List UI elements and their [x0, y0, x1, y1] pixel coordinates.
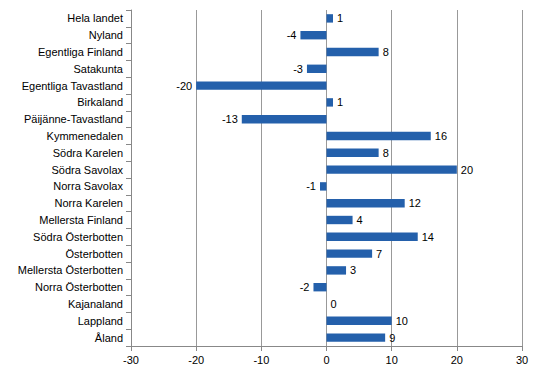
svg-text:Mellersta Österbotten: Mellersta Österbotten — [18, 264, 123, 276]
svg-text:8: 8 — [383, 147, 389, 159]
svg-text:-3: -3 — [293, 63, 303, 75]
svg-text:14: 14 — [422, 231, 434, 243]
svg-text:Kymmenedalen: Kymmenedalen — [47, 130, 123, 142]
svg-text:Kajanaland: Kajanaland — [68, 298, 123, 310]
svg-text:-30: -30 — [123, 354, 139, 366]
svg-text:3: 3 — [350, 264, 356, 276]
svg-text:16: 16 — [435, 130, 447, 142]
svg-text:20: 20 — [461, 164, 473, 176]
svg-text:4: 4 — [357, 214, 363, 226]
svg-text:-20: -20 — [188, 354, 204, 366]
svg-text:-2: -2 — [300, 281, 310, 293]
svg-text:0: 0 — [323, 354, 329, 366]
svg-text:-1: -1 — [306, 180, 316, 192]
svg-text:-20: -20 — [176, 80, 192, 92]
svg-text:10: 10 — [396, 315, 408, 327]
svg-text:Egentliga Tavastland: Egentliga Tavastland — [22, 80, 123, 92]
svg-text:Hela landet: Hela landet — [67, 12, 123, 24]
svg-text:20: 20 — [451, 354, 463, 366]
svg-text:Södra Karelen: Södra Karelen — [53, 147, 123, 159]
svg-text:Nyland: Nyland — [89, 29, 123, 41]
svg-text:Egentliga Finland: Egentliga Finland — [38, 46, 123, 58]
svg-text:Satakunta: Satakunta — [73, 63, 123, 75]
svg-text:30: 30 — [516, 354, 528, 366]
svg-text:-10: -10 — [253, 354, 269, 366]
svg-text:Österbotten: Österbotten — [66, 248, 123, 260]
svg-text:1: 1 — [337, 12, 343, 24]
svg-text:Norra Österbotten: Norra Österbotten — [35, 281, 123, 293]
svg-text:9: 9 — [389, 332, 395, 344]
svg-text:Södra Savolax: Södra Savolax — [51, 164, 123, 176]
svg-text:-4: -4 — [287, 29, 297, 41]
svg-text:Mellersta Finland: Mellersta Finland — [39, 214, 123, 226]
svg-text:Norra Savolax: Norra Savolax — [53, 180, 123, 192]
svg-text:10: 10 — [386, 354, 398, 366]
svg-text:Södra Österbotten: Södra Österbotten — [33, 231, 123, 243]
svg-text:12: 12 — [409, 197, 421, 209]
svg-text:-13: -13 — [222, 113, 238, 125]
svg-text:1: 1 — [337, 96, 343, 108]
svg-text:Norra Karelen: Norra Karelen — [55, 197, 123, 209]
svg-text:7: 7 — [376, 248, 382, 260]
svg-text:8: 8 — [383, 46, 389, 58]
svg-text:Åland: Åland — [95, 332, 123, 344]
svg-text:Birkaland: Birkaland — [77, 96, 123, 108]
svg-text:Päijänne-Tavastland: Päijänne-Tavastland — [24, 113, 123, 125]
svg-text:0: 0 — [331, 298, 337, 310]
svg-text:Lappland: Lappland — [78, 315, 123, 327]
